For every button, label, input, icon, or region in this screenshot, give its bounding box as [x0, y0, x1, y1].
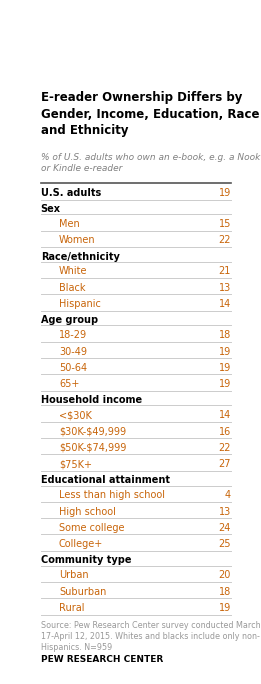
- Text: Sex: Sex: [41, 204, 61, 214]
- Text: 22: 22: [218, 235, 231, 246]
- Text: 4: 4: [225, 490, 231, 500]
- Text: Suburban: Suburban: [59, 587, 106, 596]
- Text: Community type: Community type: [41, 555, 131, 566]
- Text: Men: Men: [59, 219, 80, 229]
- Text: 20: 20: [218, 570, 231, 580]
- Text: 13: 13: [219, 282, 231, 293]
- Text: 15: 15: [218, 219, 231, 229]
- Text: \$50K-\$74,999: \$50K-\$74,999: [59, 443, 126, 453]
- Text: \$75K+: \$75K+: [59, 459, 92, 469]
- Text: Urban: Urban: [59, 570, 88, 580]
- Text: Black: Black: [59, 282, 85, 293]
- Text: Age group: Age group: [41, 315, 98, 326]
- Text: White: White: [59, 267, 87, 276]
- Text: 50-64: 50-64: [59, 363, 87, 373]
- Text: College+: College+: [59, 539, 103, 549]
- Text: 65+: 65+: [59, 379, 79, 389]
- Text: 18: 18: [219, 330, 231, 340]
- Text: Household income: Household income: [41, 395, 142, 406]
- Text: 27: 27: [218, 459, 231, 469]
- Text: U.S. adults: U.S. adults: [41, 188, 101, 198]
- Text: 19: 19: [219, 347, 231, 356]
- Text: 14: 14: [219, 410, 231, 420]
- Text: 19: 19: [219, 379, 231, 389]
- Text: 14: 14: [219, 299, 231, 309]
- Text: Some college: Some college: [59, 523, 124, 533]
- Text: 19: 19: [219, 603, 231, 613]
- Text: 18: 18: [219, 587, 231, 596]
- Text: 19: 19: [219, 363, 231, 373]
- Text: 22: 22: [218, 443, 231, 453]
- Text: E-reader Ownership Differs by
Gender, Income, Education, Race
and Ethnicity: E-reader Ownership Differs by Gender, In…: [41, 91, 259, 137]
- Text: 21: 21: [218, 267, 231, 276]
- Text: Rural: Rural: [59, 603, 84, 613]
- Text: 30-49: 30-49: [59, 347, 87, 356]
- Text: <\$30K: <\$30K: [59, 410, 92, 420]
- Text: Race/ethnicity: Race/ethnicity: [41, 252, 120, 261]
- Text: Educational attainment: Educational attainment: [41, 475, 170, 486]
- Text: 19: 19: [219, 188, 231, 198]
- Text: Less than high school: Less than high school: [59, 490, 165, 500]
- Text: % of U.S. adults who own an e-book, e.g. a Nook
or Kindle e-reader: % of U.S. adults who own an e-book, e.g.…: [41, 153, 260, 173]
- Text: Women: Women: [59, 235, 96, 246]
- Text: Hispanic: Hispanic: [59, 299, 101, 309]
- Text: Source: Pew Research Center survey conducted March
17-April 12, 2015. Whites and: Source: Pew Research Center survey condu…: [41, 621, 260, 652]
- Text: PEW RESEARCH CENTER: PEW RESEARCH CENTER: [41, 655, 163, 664]
- Text: 24: 24: [218, 523, 231, 533]
- Text: High school: High school: [59, 507, 116, 516]
- Text: 16: 16: [219, 427, 231, 436]
- Text: 18-29: 18-29: [59, 330, 87, 340]
- Text: 13: 13: [219, 507, 231, 516]
- Text: 25: 25: [218, 539, 231, 549]
- Text: \$30K-\$49,999: \$30K-\$49,999: [59, 427, 126, 436]
